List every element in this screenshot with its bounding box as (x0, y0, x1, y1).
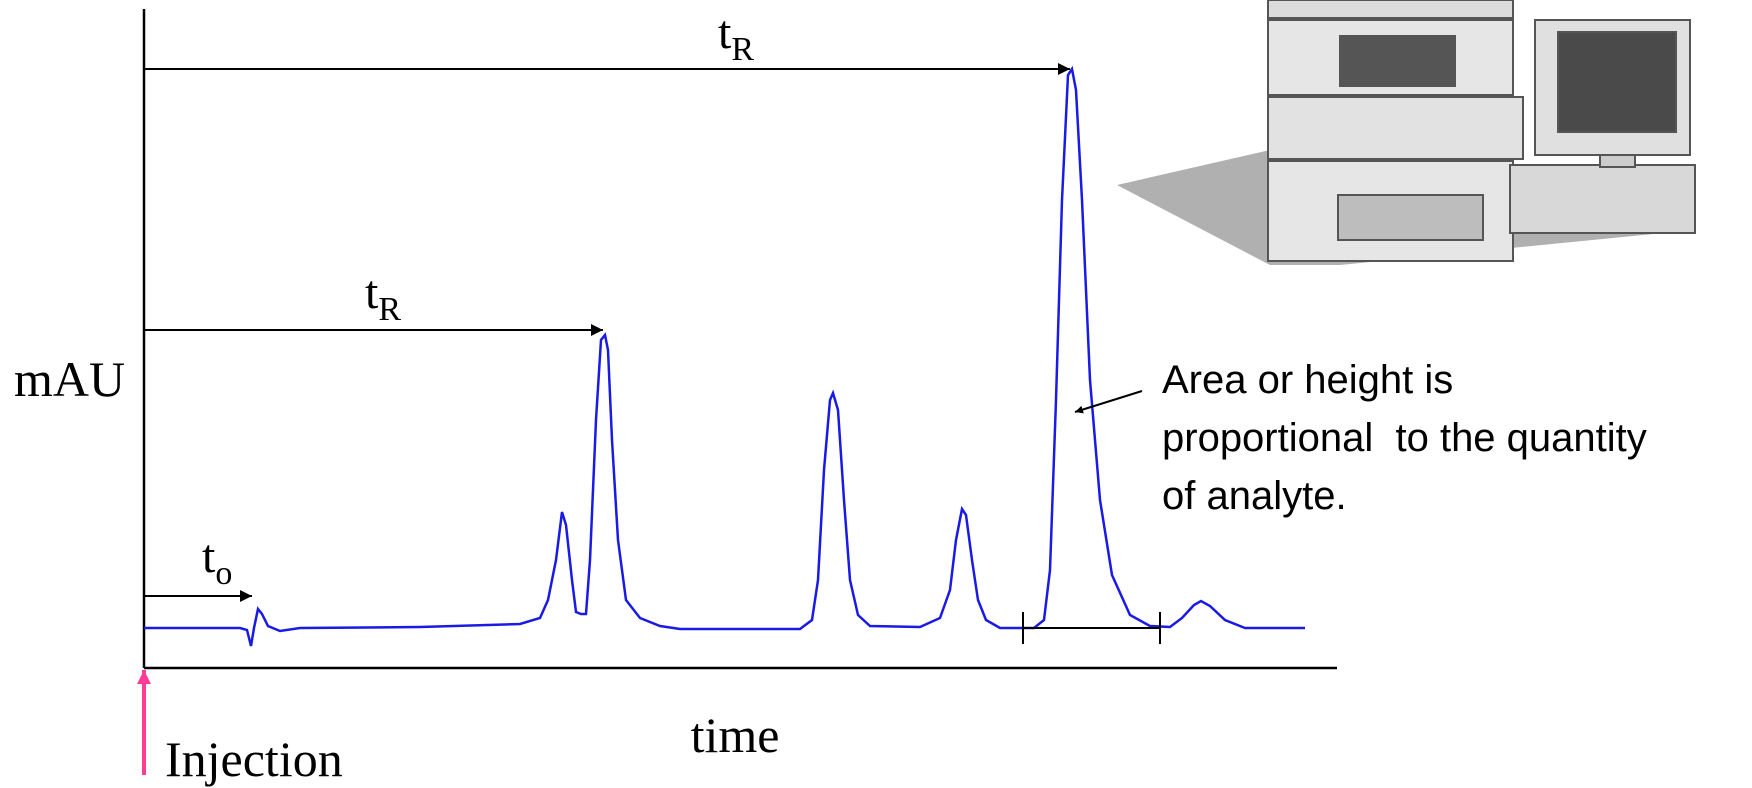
annotation-line: proportional to the quantity (1162, 416, 1647, 460)
x-axis-label: time (691, 707, 780, 763)
dead-time-label: to (202, 530, 232, 592)
injection-label: Injection (165, 731, 343, 787)
annotation-line: of analyte. (1162, 474, 1347, 518)
symbol: t (202, 530, 216, 583)
peak-baseline (1022, 612, 1161, 644)
y-axis-label: mAU (14, 351, 125, 407)
retention-label: tR (365, 266, 401, 328)
symbol: t (718, 6, 732, 59)
subscript: o (215, 555, 232, 592)
chromatogram-trace (144, 65, 1305, 647)
annotation-line: Area or height is (1162, 358, 1453, 402)
retention-label: tR (718, 6, 754, 68)
subscript: R (731, 31, 754, 68)
subscript: R (378, 291, 401, 328)
symbol: t (365, 266, 379, 319)
hplc-illustration (1117, 0, 1696, 265)
annotation-arrow (1074, 390, 1143, 414)
